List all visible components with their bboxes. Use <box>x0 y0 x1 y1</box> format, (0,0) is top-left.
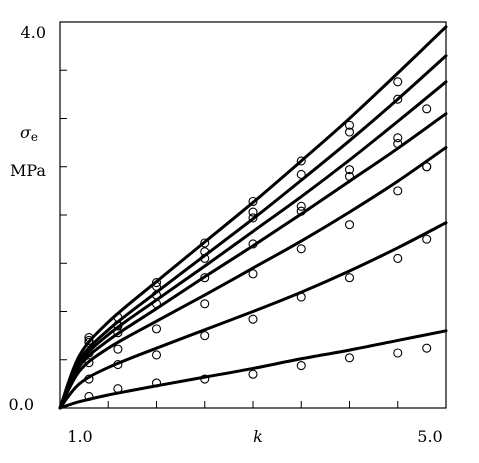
series-6-point-6 <box>296 156 306 166</box>
series-5-point-6 <box>296 169 306 180</box>
series-points <box>84 77 432 401</box>
series-4-point-6 <box>296 206 306 216</box>
series-6-point-5 <box>248 196 258 207</box>
series-7-point-9 <box>422 162 432 172</box>
series-3-point-2 <box>113 344 123 354</box>
series-6-point-3 <box>151 281 162 291</box>
series-2-point-8 <box>393 253 403 263</box>
series-2-point-4 <box>200 331 210 341</box>
series-4-point-4 <box>200 273 210 283</box>
series-2-point-3 <box>151 350 162 360</box>
series-1-point-6 <box>296 360 306 371</box>
series-5-point-5 <box>248 207 258 217</box>
series-4-point-3 <box>151 299 162 309</box>
series-5-point-3 <box>151 290 162 300</box>
series-7-point-1 <box>84 333 94 343</box>
series-1-point-8 <box>393 348 403 358</box>
plot-area <box>59 21 447 409</box>
y-tick-label-min: 0.0 <box>9 395 34 414</box>
series-7-point-7 <box>344 165 355 175</box>
series-3-curve <box>58 145 448 410</box>
series-3-point-7 <box>344 220 355 230</box>
series-3-point-3 <box>151 324 162 334</box>
series-3-point-6 <box>296 244 306 254</box>
series-1-point-5 <box>248 369 258 379</box>
series-6-point-4 <box>200 253 210 263</box>
series-2-point-9 <box>422 234 432 244</box>
series-1-point-9 <box>422 343 432 353</box>
series-2-curve <box>58 221 448 410</box>
plot-frame <box>59 21 447 409</box>
series-4-curve <box>58 80 448 410</box>
series-7-point-6 <box>296 201 306 211</box>
y-axis-unit: MPa <box>10 161 46 180</box>
series-curves <box>58 25 448 410</box>
x-tick-label-max: 5.0 <box>417 427 442 446</box>
series-6-point-1 <box>84 335 94 346</box>
series-1-point-7 <box>344 353 355 363</box>
series-2-point-1 <box>84 374 94 384</box>
series-1-point-2 <box>113 384 123 394</box>
series-7-curve <box>58 112 448 410</box>
series-1-point-1 <box>84 391 94 401</box>
series-3-point-8 <box>393 186 403 196</box>
series-3-point-1 <box>84 358 94 368</box>
y-axis-symbol-main: σ <box>20 123 32 142</box>
x-axis-label: k <box>253 427 263 446</box>
y-axis-symbol: σe <box>20 123 38 144</box>
series-2-point-7 <box>344 273 355 283</box>
series-7-point-2 <box>113 320 123 330</box>
series-2-point-2 <box>113 360 123 370</box>
series-3-point-5 <box>248 269 258 279</box>
series-4-point-9 <box>422 104 432 114</box>
axis-labels: 4.0 0.0 1.0 5.0 k σe MPa <box>9 23 443 446</box>
y-tick-label-max: 4.0 <box>21 23 46 42</box>
series-7-point-5 <box>248 213 258 223</box>
series-6-point-8 <box>393 77 403 87</box>
series-5-point-7 <box>344 127 355 137</box>
series-5-point-8 <box>393 94 403 104</box>
series-4-point-1 <box>84 348 94 358</box>
series-1-point-4 <box>200 374 210 384</box>
x-tick-label-min: 1.0 <box>67 427 92 446</box>
series-4-point-7 <box>344 171 355 181</box>
series-2-point-5 <box>248 314 258 324</box>
series-7-point-3 <box>151 277 162 288</box>
series-6-point-7 <box>344 120 355 130</box>
series-7-point-8 <box>393 139 403 149</box>
axis-ticks <box>60 69 399 408</box>
series-1-point-3 <box>151 378 162 388</box>
y-axis-symbol-subscript: e <box>31 130 38 144</box>
series-3-point-4 <box>200 299 210 309</box>
series-4-point-8 <box>393 133 403 143</box>
series-4-point-5 <box>248 239 258 249</box>
series-2-point-6 <box>296 292 306 302</box>
series-5-point-4 <box>200 247 210 257</box>
series-7-point-4 <box>200 238 210 248</box>
series-5-curve <box>58 25 448 410</box>
